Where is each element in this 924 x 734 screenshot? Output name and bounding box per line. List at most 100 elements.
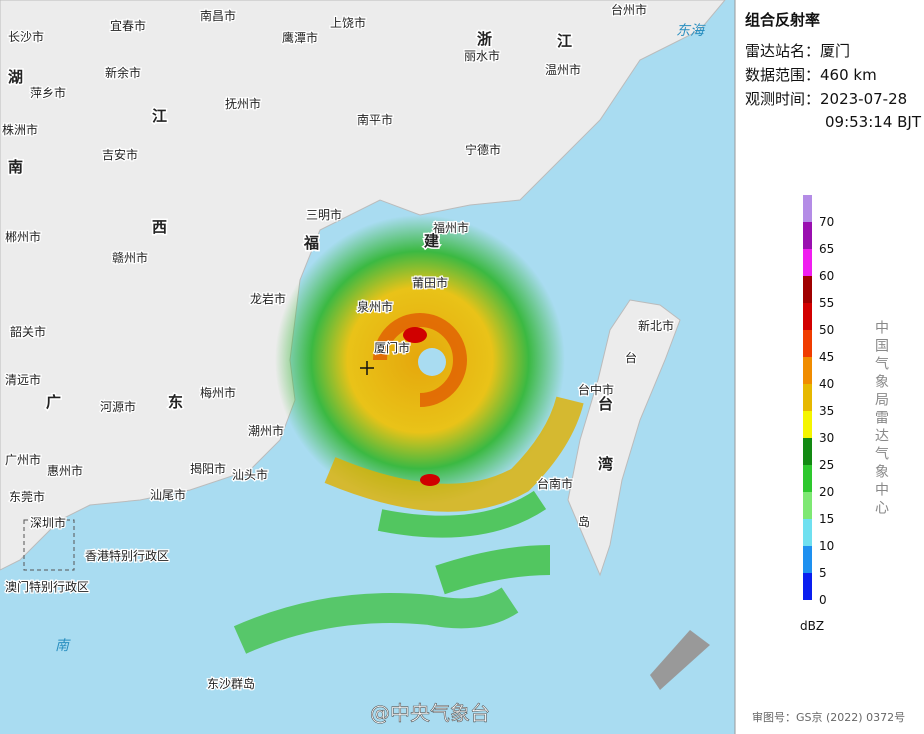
legend-label: 60 <box>819 269 834 283</box>
map-label: 三明市 <box>306 207 342 222</box>
map-label: 上饶市 <box>330 15 366 30</box>
map-label: 建 <box>424 232 440 250</box>
legend-swatch <box>803 384 812 411</box>
legend-label: 0 <box>819 593 827 607</box>
taiwan-island <box>567 299 681 577</box>
legend-swatch <box>803 330 812 357</box>
legend-label: 5 <box>819 566 827 580</box>
source-vertical: 中国气象局雷达气象中心 <box>873 320 889 518</box>
legend-unit: dBZ <box>800 619 824 633</box>
legend-swatch <box>803 411 812 438</box>
map-label: 南平市 <box>357 112 393 127</box>
map-label: 台 <box>598 395 613 413</box>
map-label: 南昌市 <box>200 8 236 23</box>
legend-label: 50 <box>819 323 834 337</box>
legend-swatch <box>803 519 812 546</box>
map-label: 台南市 <box>537 476 573 491</box>
map-label: 西 <box>152 218 167 236</box>
map-label: 浙 <box>477 30 492 48</box>
map-label: 香港特别行政区 <box>85 548 169 563</box>
map-label: 长沙市 <box>8 29 44 44</box>
map-label: 福州市 <box>433 220 469 235</box>
legend-swatch <box>803 492 812 519</box>
map-label: 汕尾市 <box>150 487 186 502</box>
map-label: 江 <box>152 107 167 125</box>
legend-swatch <box>803 357 812 384</box>
map-label: 台中市 <box>578 382 614 397</box>
map-label: 鹰潭市 <box>282 30 318 45</box>
legend-label: 15 <box>819 512 834 526</box>
map-label: 河源市 <box>100 399 136 414</box>
map-label: 韶关市 <box>10 324 46 339</box>
map-label: 南 <box>8 158 23 176</box>
watermark: @中央气象台 <box>370 701 490 725</box>
approval-number: 审图号：GS京 (2022) 0372号 <box>752 710 905 724</box>
echo-band <box>233 587 519 654</box>
map-label: 揭阳市 <box>190 461 226 476</box>
legend-label: 45 <box>819 350 834 364</box>
legend-swatch <box>803 303 812 330</box>
echo-eyewall <box>373 313 467 407</box>
obs-time: 09:53:14 BJT <box>825 113 922 131</box>
map-label: 龙岩市 <box>250 291 286 306</box>
legend-label: 30 <box>819 431 834 445</box>
legend-swatch <box>803 249 812 276</box>
legend-swatch <box>803 222 812 249</box>
map-label: 丽水市 <box>464 48 500 63</box>
title: 组合反射率 <box>745 11 820 29</box>
map-label: 株洲市 <box>2 122 38 137</box>
legend-label: 10 <box>819 539 834 553</box>
echo-band <box>324 396 584 512</box>
map-label: 东莞市 <box>9 489 45 504</box>
map-label: 抚州市 <box>225 96 261 111</box>
map-label: 东沙群岛 <box>207 676 255 691</box>
echo-band <box>377 490 547 538</box>
map-label: 台 <box>625 350 637 365</box>
map-label: 汕头市 <box>232 467 268 482</box>
map-label: 吉安市 <box>102 147 138 162</box>
map-label: 新北市 <box>638 318 674 333</box>
legend-swatch <box>803 573 812 600</box>
radar-site <box>360 361 374 375</box>
map-label: 广州市 <box>5 452 41 467</box>
obs-date: 观测时间：2023-07-28 <box>745 90 907 108</box>
map-label: 厦门市 <box>374 340 410 355</box>
station: 雷达站名：厦门 <box>745 42 850 60</box>
echo-cell <box>403 327 427 343</box>
legend-label: 20 <box>819 485 834 499</box>
legend-label: 70 <box>819 215 834 229</box>
map-label: 深圳市 <box>30 515 66 530</box>
map-label: 赣州市 <box>112 250 148 265</box>
map-label: 福 <box>303 234 319 252</box>
map-label: 广 <box>46 393 61 411</box>
map-label: 潮州市 <box>248 423 284 438</box>
legend-swatch <box>803 465 812 492</box>
legend-swatch <box>803 195 812 222</box>
legend-swatch <box>803 438 812 465</box>
legend-label: 65 <box>819 242 834 256</box>
legend-label: 35 <box>819 404 834 418</box>
typhoon-eye <box>418 348 446 376</box>
legend-label: 55 <box>819 296 834 310</box>
hk-box <box>23 519 75 571</box>
map-label: 宁德市 <box>465 142 501 157</box>
map-label: 台州市 <box>611 2 647 17</box>
map-label: 莆田市 <box>412 275 448 290</box>
map-label: 温州市 <box>545 62 581 77</box>
map-label: 湾 <box>598 455 613 473</box>
legend-swatch <box>803 546 812 573</box>
map-label: 清远市 <box>5 372 41 387</box>
map-label: 泉州市 <box>357 299 393 314</box>
no-data-sector <box>650 630 710 690</box>
legend-label: 40 <box>819 377 834 391</box>
map-label: 郴州市 <box>5 229 41 244</box>
echo-band <box>435 545 551 595</box>
range: 数据范围：460 km <box>745 66 877 84</box>
legend-swatch <box>803 276 812 303</box>
map-label: 新余市 <box>105 65 141 80</box>
map-label: 湖 <box>8 68 23 86</box>
map-label: 澳门特别行政区 <box>5 579 89 594</box>
map-label: 江 <box>557 32 572 50</box>
